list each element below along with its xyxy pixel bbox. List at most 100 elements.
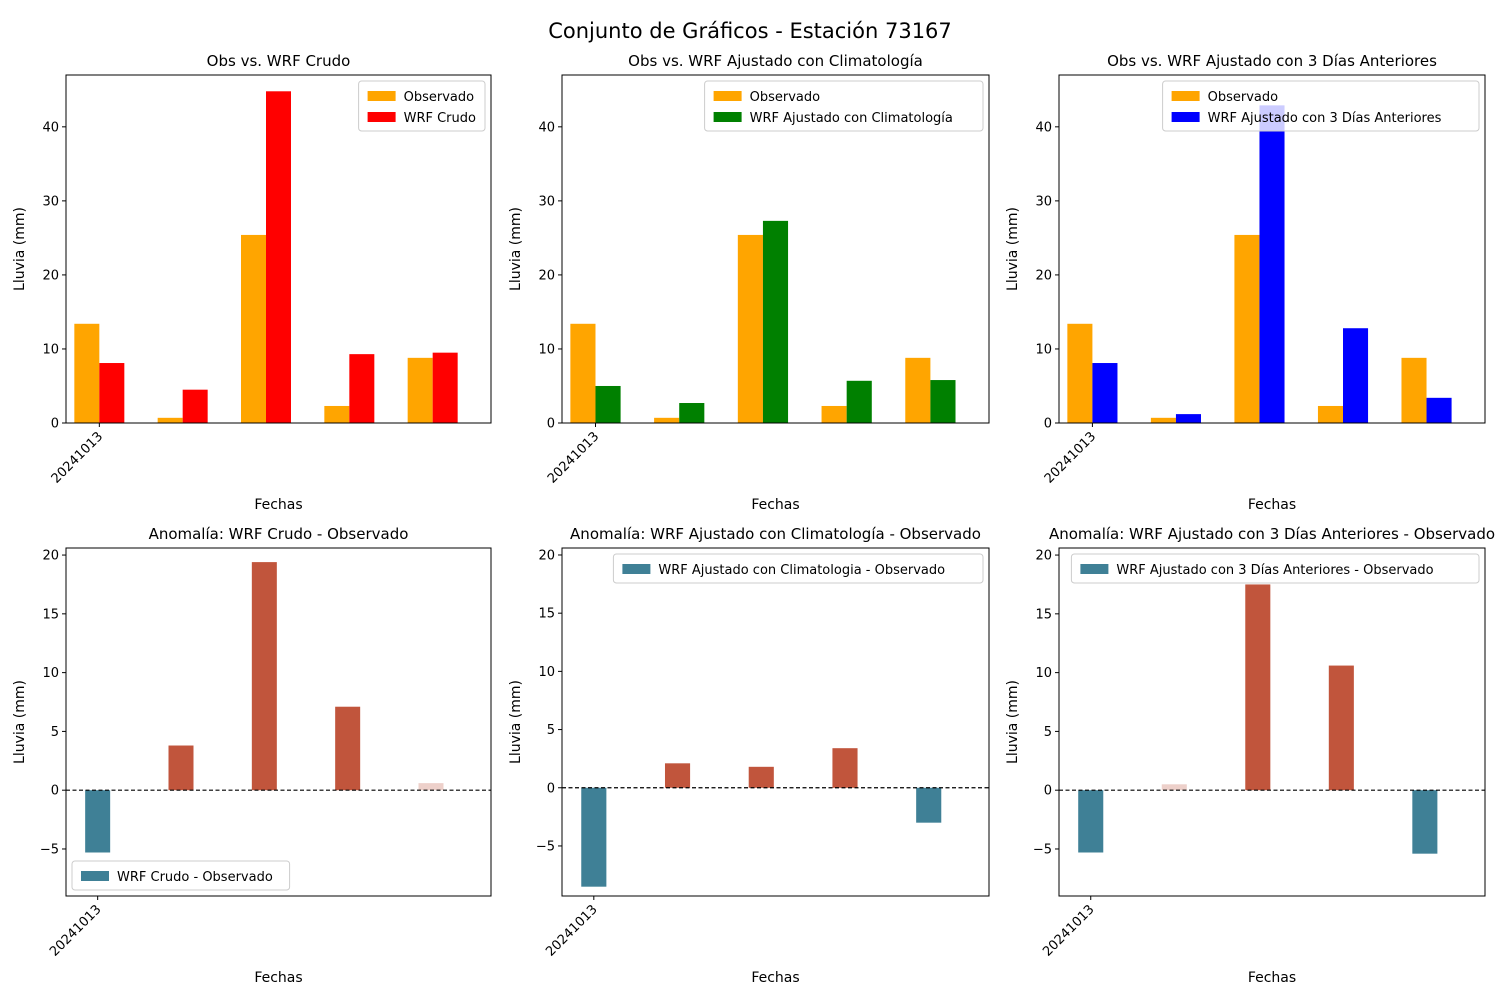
bar-wrf-3 (1259, 105, 1285, 423)
anomaly-bar-4 (335, 706, 361, 791)
legend-box (704, 80, 984, 132)
y-tick-label: 20 (42, 268, 59, 283)
subplot-3: Obs vs. WRF Ajustado con 3 Días Anterior… (1005, 52, 1486, 513)
y-tick-label: 0 (547, 781, 555, 796)
y-tick-label: 10 (42, 342, 59, 357)
subplot-2: Obs vs. WRF Ajustado con Climatología 0 10… (508, 52, 990, 513)
anomaly-bar-3 (748, 766, 774, 788)
y-axis-label: Lluvia (mm) (508, 680, 524, 764)
bar-wrf-4 (349, 354, 375, 423)
anomaly-bar-4 (1328, 665, 1354, 791)
bar-wrf-2 (679, 403, 705, 423)
legend-label: Observado (1208, 90, 1279, 105)
y-axis-label: Lluvia (mm) (12, 680, 28, 764)
y-tick-label: 5 (1044, 725, 1052, 740)
legend-label: WRF Ajustado con Climatologia - Observad… (658, 563, 945, 578)
subplot-title: Obs vs. WRF Crudo (207, 52, 351, 70)
legend-label: WRF Ajustado con 3 Días Anteriores - Obs… (1116, 563, 1433, 578)
bar-observado-2 (654, 417, 680, 423)
y-tick-label: 10 (1035, 666, 1052, 681)
bar-observado-4 (324, 405, 350, 423)
y-tick-label: 15 (1035, 607, 1052, 622)
legend-box (71, 860, 291, 891)
y-tick-label: 5 (51, 725, 59, 740)
bar-observado-3 (1234, 234, 1260, 423)
axes-frame (1058, 547, 1486, 897)
y-tick-label: 5 (547, 723, 555, 738)
x-axis-label: Fechas (254, 970, 302, 986)
anomaly-bar-3 (1245, 584, 1271, 791)
anomaly-bar-5 (1412, 790, 1438, 854)
axes-frame (561, 74, 990, 424)
y-tick-label: 30 (1035, 194, 1052, 209)
y-tick-label: 10 (1035, 342, 1052, 357)
legend-box (612, 553, 984, 584)
y-axis-label: Lluvia (mm) (1005, 680, 1021, 764)
y-tick-label: −5 (40, 842, 59, 857)
figure-title: Conjunto de Gráficos - Estación 73167 (548, 19, 952, 43)
y-tick-label: 40 (1035, 120, 1052, 135)
bar-wrf-1 (595, 385, 621, 423)
bar-observado-5 (1401, 357, 1427, 423)
y-tick-label: 0 (1044, 417, 1052, 432)
bar-observado-4 (1317, 405, 1343, 423)
axes-frame (65, 74, 492, 424)
y-axis-label: Lluvia (mm) (1005, 207, 1021, 291)
bar-observado-2 (1150, 417, 1176, 423)
legend: WRF Ajustado con 3 Días Anteriores - Obs… (1070, 553, 1480, 584)
y-axis-label: Lluvia (mm) (508, 207, 524, 291)
legend: Observado WRF Crudo (358, 80, 486, 132)
bar-observado-3 (737, 234, 763, 423)
anomaly-bar-3 (251, 562, 277, 791)
legend-swatch (367, 112, 396, 122)
x-axis-label: Fechas (1248, 497, 1296, 513)
x-axis-label: Fechas (1248, 970, 1296, 986)
subplot-title: Obs vs. WRF Ajustado con 3 Días Anterior… (1107, 52, 1437, 70)
y-tick-label: 40 (538, 120, 555, 135)
bar-wrf-3 (266, 91, 291, 423)
y-axis-label: Lluvia (mm) (12, 207, 28, 291)
subplot-title: Anomalía: WRF Ajustado con Climatología … (570, 525, 981, 543)
legend: WRF Crudo - Observado (71, 860, 291, 891)
y-tick-label: 40 (42, 120, 59, 135)
legend-swatch (713, 112, 742, 122)
anomaly-bar-2 (1161, 784, 1187, 791)
bar-observado-1 (74, 323, 100, 423)
legend-swatch (1171, 91, 1200, 101)
y-tick-label: 0 (51, 784, 59, 799)
bar-observado-1 (1067, 323, 1093, 423)
bar-observado-3 (241, 234, 266, 423)
y-tick-label: 15 (42, 607, 59, 622)
legend: WRF Ajustado con Climatologia - Observad… (612, 553, 984, 584)
x-axis-label: Fechas (751, 497, 799, 513)
y-tick-label: 20 (1035, 549, 1052, 564)
y-tick-label: 0 (1044, 784, 1052, 799)
bar-observado-2 (157, 417, 183, 423)
subplot-5: Anomalía: WRF Ajustado con Climatología … (508, 525, 990, 986)
anomaly-bar-2 (664, 763, 691, 788)
y-tick-label: 30 (42, 194, 59, 209)
legend-swatch (81, 871, 109, 881)
bar-wrf-2 (182, 389, 208, 423)
legend-box (1070, 553, 1480, 584)
anomaly-bar-1 (581, 787, 607, 887)
anomaly-bar-5 (418, 783, 444, 791)
y-tick-label: 10 (538, 342, 555, 357)
legend-label: WRF Ajustado con 3 Días Anteriores (1208, 111, 1442, 126)
y-tick-label: 20 (42, 549, 59, 564)
y-tick-label: 30 (538, 194, 555, 209)
y-tick-label: −5 (536, 839, 555, 854)
y-tick-label: 10 (538, 665, 555, 680)
legend-swatch (713, 91, 742, 101)
subplot-title: Anomalía: WRF Crudo - Observado (149, 525, 409, 543)
legend: Observado WRF Ajustado con 3 Días Anterio… (1162, 80, 1480, 132)
bar-observado-4 (821, 405, 847, 423)
bar-wrf-4 (846, 380, 872, 423)
y-tick-label: −5 (1033, 842, 1052, 857)
anomaly-bar-2 (168, 745, 194, 791)
legend-swatch (622, 564, 651, 574)
x-axis-label: Fechas (254, 497, 302, 513)
y-tick-label: 15 (538, 607, 555, 622)
y-tick-label: 0 (547, 417, 555, 432)
anomaly-bar-1 (1078, 790, 1104, 853)
